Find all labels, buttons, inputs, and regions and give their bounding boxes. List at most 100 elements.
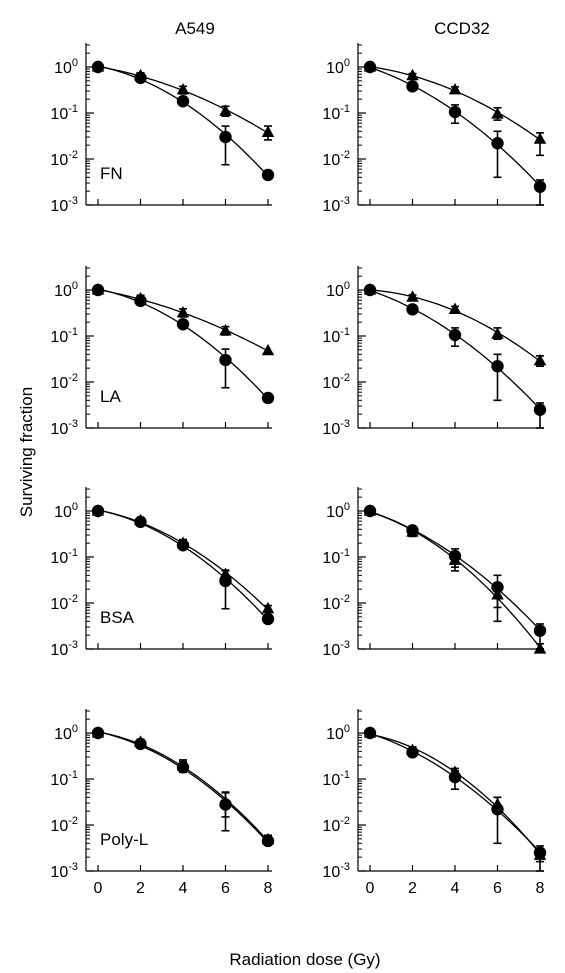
data-point-circle [91,283,105,297]
data-point-circle [491,581,504,594]
tick-exponent: -2 [68,593,78,605]
data-point-circle [219,130,232,144]
tick-base: 10 [50,198,68,215]
tick-base: 10 [50,772,68,789]
tick-exponent: -3 [68,639,78,651]
tick-base: 10 [50,152,68,169]
data-point-circle [363,283,377,297]
data-point-circle [91,726,105,740]
data-point-circle [363,60,377,74]
data-point-triangle [261,343,275,356]
data-point-circle [219,353,232,367]
y-tick-label: 100 [326,57,350,77]
tick-exponent: -1 [68,769,78,781]
data-point-circle [176,318,190,331]
data-point-circle [406,746,419,759]
tick-base: 10 [50,106,68,123]
data-point-triangle [533,132,547,144]
tick-base: 10 [322,818,340,835]
tick-base: 10 [54,504,72,521]
y-tick-label: 100 [54,57,78,77]
data-point-triangle [219,323,232,336]
y-tick-label: 10-2 [50,372,78,392]
x-tick-label: 0 [94,880,103,897]
tick-base: 10 [50,864,68,881]
y-tick-label: 10-2 [50,815,78,835]
tick-base: 10 [322,864,340,881]
data-point-circle [176,761,190,774]
tick-exponent: -1 [68,547,78,559]
tick-base: 10 [322,152,340,169]
x-axis-label: Radiation dose (Gy) [229,950,380,969]
tick-exponent: -1 [340,103,350,115]
y-tick-label: 10-3 [50,195,78,215]
x-tick-label: 4 [179,880,188,897]
x-tick-label: 2 [408,880,417,897]
tick-base: 10 [54,60,72,77]
tick-exponent: -1 [68,103,78,115]
tick-base: 10 [326,504,344,521]
x-tick-label: 8 [536,880,545,897]
tick-exponent: -3 [68,418,78,430]
tick-base: 10 [326,283,344,300]
tick-base: 10 [322,421,340,438]
tick-base: 10 [322,642,340,659]
y-tick-label: 10-1 [322,103,350,123]
x-tick-label: 0 [366,880,375,897]
data-point-triangle [491,107,504,119]
tick-exponent: -2 [68,149,78,161]
data-point-circle [491,803,504,816]
tick-base: 10 [50,818,68,835]
y-tick-label: 100 [326,723,350,743]
y-tick-label: 10-2 [322,815,350,835]
tick-base: 10 [50,550,68,567]
data-point-triangle [448,302,462,314]
data-point-triangle [491,327,504,339]
y-tick-label: 10-2 [322,149,350,169]
fit-curve-circle [97,731,269,843]
data-point-circle [261,168,275,182]
data-point-circle [134,71,147,85]
data-point-circle [219,798,232,811]
y-tick-label: 10-2 [50,593,78,613]
data-point-circle [533,624,547,637]
row-label: BSA [100,608,135,627]
tick-exponent: 0 [72,501,78,513]
y-tick-label: 10-1 [50,547,78,567]
data-point-circle [448,328,462,342]
y-tick-label: 10-3 [322,195,350,215]
data-point-circle [261,612,275,626]
y-tick-label: 10-1 [50,326,78,346]
tick-exponent: 0 [344,280,350,292]
x-tick-label: 6 [493,880,502,897]
data-point-circle [134,737,147,751]
data-point-triangle [448,82,462,95]
y-tick-label: 100 [54,501,78,521]
tick-exponent: 0 [72,723,78,735]
tick-base: 10 [322,596,340,613]
tick-exponent: -3 [68,195,78,207]
fit-curve-triangle [97,731,269,842]
tick-base: 10 [50,642,68,659]
tick-base: 10 [322,106,340,123]
y-tick-label: 10-3 [50,418,78,438]
tick-base: 10 [54,726,72,743]
column-title-a549: A549 [175,19,215,38]
tick-base: 10 [54,283,72,300]
tick-exponent: -3 [340,418,350,430]
y-tick-label: 10-1 [50,769,78,789]
tick-base: 10 [50,329,68,346]
data-point-circle [134,515,147,529]
y-tick-label: 100 [54,723,78,743]
y-tick-label: 10-1 [322,547,350,567]
data-point-circle [363,726,377,740]
data-point-circle [406,80,419,93]
data-point-circle [363,504,377,518]
data-point-circle [406,303,419,316]
